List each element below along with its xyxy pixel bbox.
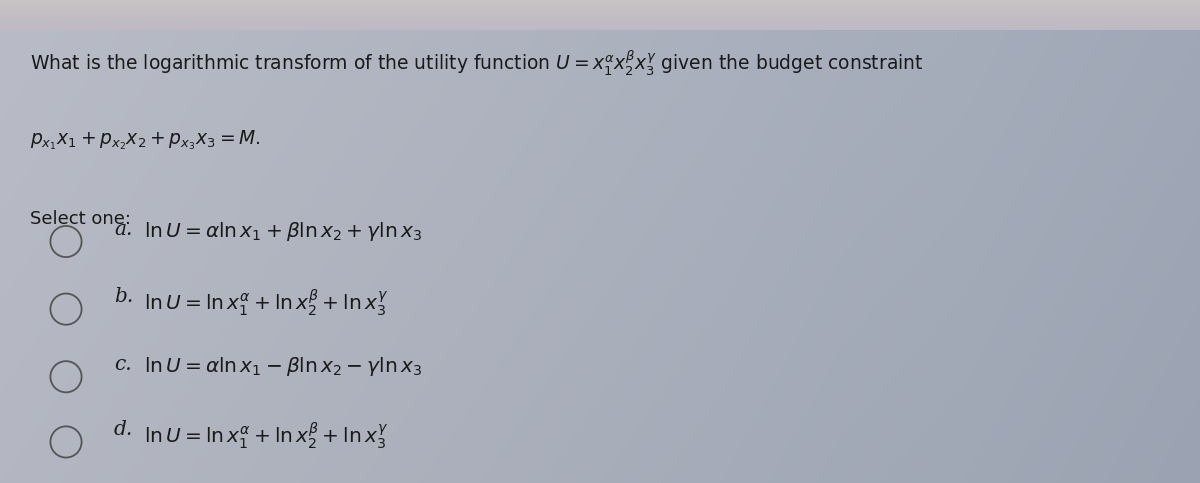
Text: b.: b. — [114, 287, 133, 306]
Text: $\ln U = \alpha \ln x_1 - \beta \ln x_2 - \gamma \ln x_3$: $\ln U = \alpha \ln x_1 - \beta \ln x_2 … — [144, 355, 422, 378]
Text: What is the logarithmic transform of the utility function $U = x_1^{\alpha} x_2^: What is the logarithmic transform of the… — [30, 48, 924, 78]
Text: a.: a. — [114, 220, 132, 239]
Text: $\ln U = \alpha \ln x_1 + \beta \ln x_2 + \gamma \ln x_3$: $\ln U = \alpha \ln x_1 + \beta \ln x_2 … — [144, 220, 422, 243]
Text: Select one:: Select one: — [30, 210, 131, 228]
Text: d.: d. — [114, 420, 133, 439]
Text: $p_{x_1} x_1 + p_{x_2} x_2 + p_{x_3} x_3 = M.$: $p_{x_1} x_1 + p_{x_2} x_2 + p_{x_3} x_3… — [30, 128, 260, 152]
Text: c.: c. — [114, 355, 132, 374]
Text: $\ln U = \ln x_1^{\alpha} + \ln x_2^{\beta} + \ln x_3^{\gamma}$: $\ln U = \ln x_1^{\alpha} + \ln x_2^{\be… — [144, 420, 388, 451]
Text: $\ln U = \ln x_1^{\alpha} + \ln x_2^{\beta} + \ln x_3^{\gamma}$: $\ln U = \ln x_1^{\alpha} + \ln x_2^{\be… — [144, 287, 388, 318]
